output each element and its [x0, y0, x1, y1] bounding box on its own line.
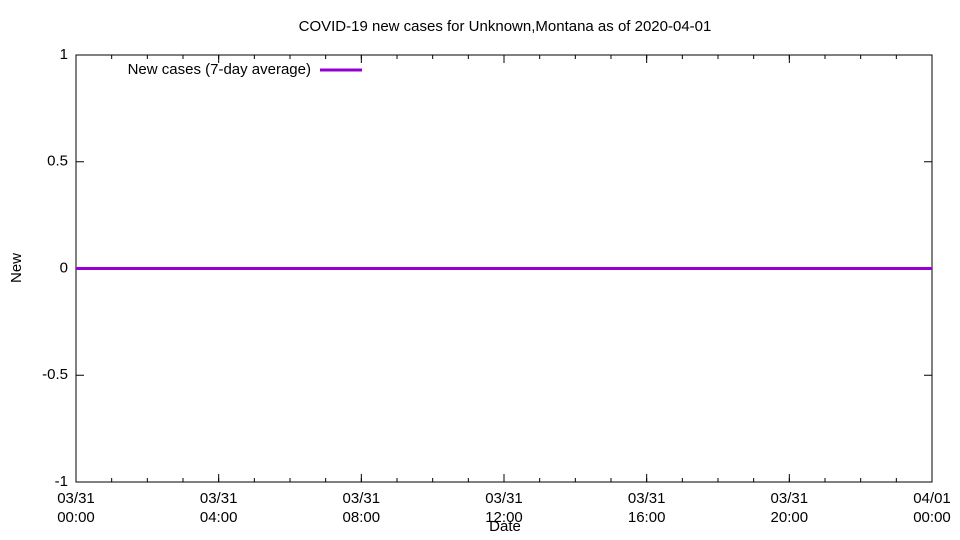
y-tick-label: 0 [60, 259, 68, 276]
x-tick-label: 03/31 16:00 [627, 490, 666, 526]
x-tick-label: 04/01 00:00 [913, 490, 951, 526]
x-tick-label: 03/31 08:00 [342, 490, 381, 526]
x-tick-label: 03/31 20:00 [770, 490, 809, 526]
legend-label: New cases (7-day average) [128, 61, 311, 78]
x-tick-label: 03/31 00:00 [57, 490, 95, 526]
y-tick-label: 1 [60, 46, 68, 63]
y-tick-label: -1 [55, 473, 68, 490]
chart-title: COVID-19 new cases for Unknown,Montana a… [299, 18, 712, 35]
x-tick-label: 03/31 04:00 [199, 490, 238, 526]
x-axis-label: Date [489, 518, 521, 535]
y-tick-label: 0.5 [47, 153, 68, 170]
y-tick-label: -0.5 [42, 366, 68, 383]
y-axis-label: New [8, 253, 25, 283]
x-tick-label: 03/31 12:00 [485, 490, 523, 526]
